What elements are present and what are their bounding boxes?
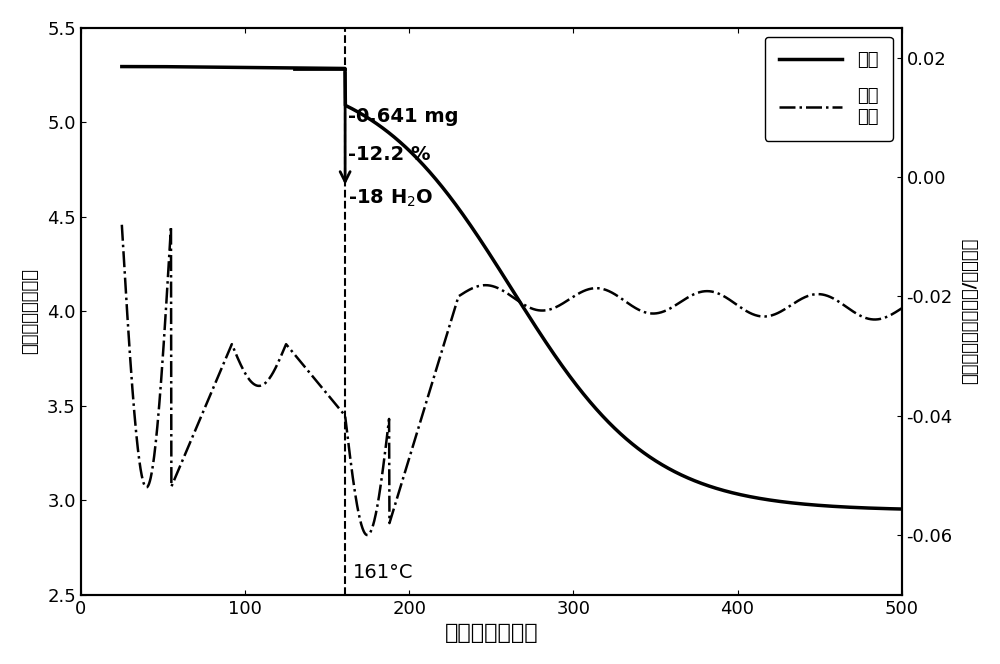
Text: -12.2 %: -12.2 % xyxy=(348,145,431,164)
Legend: 热重, 微商
热重: 热重, 微商 热重 xyxy=(765,37,893,141)
Text: -0.641 mg: -0.641 mg xyxy=(348,107,459,126)
Y-axis label: 微商热重分析（毫克/摄氏度）: 微商热重分析（毫克/摄氏度） xyxy=(961,238,979,384)
X-axis label: 温度（摄氏度）: 温度（摄氏度） xyxy=(444,623,538,643)
Text: -18 H$_2$O: -18 H$_2$O xyxy=(348,187,434,208)
Text: 161°C: 161°C xyxy=(353,562,414,582)
Y-axis label: 热重分析（毫克）: 热重分析（毫克） xyxy=(21,268,39,355)
